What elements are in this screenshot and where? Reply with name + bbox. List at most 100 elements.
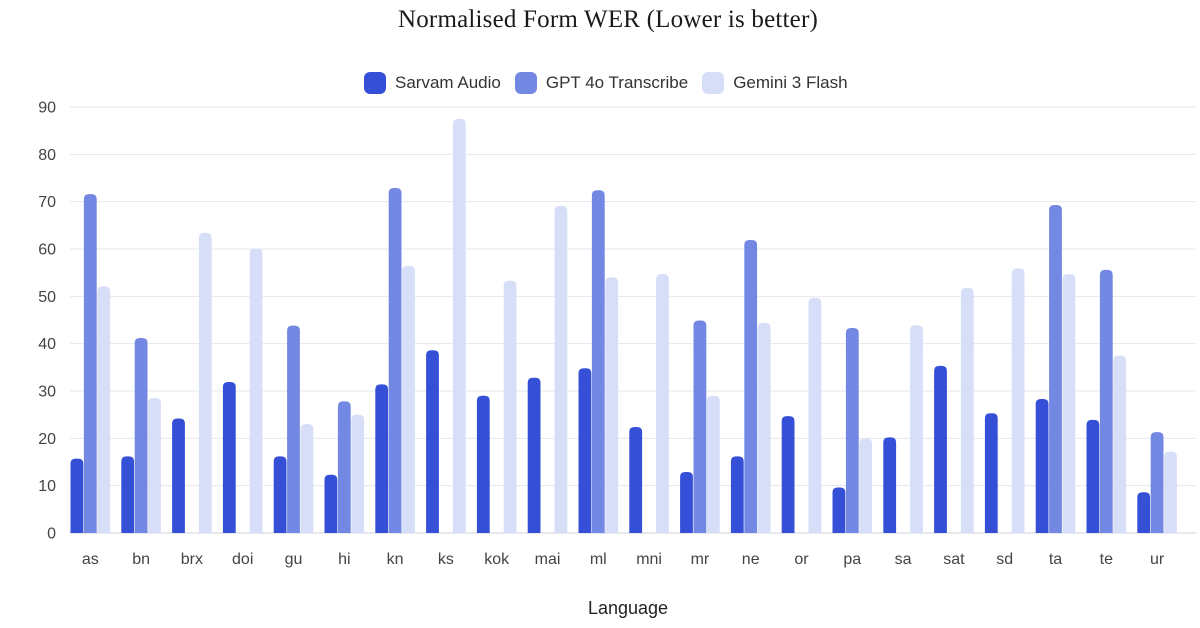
bar-mni-gemini-3-flash[interactable] — [656, 274, 669, 533]
y-tick-label-40: 40 — [38, 336, 56, 353]
bar-sat-gemini-3-flash[interactable] — [960, 287, 974, 533]
bar-brx-gemini-3-flash[interactable] — [198, 232, 212, 533]
y-tick-label-50: 50 — [38, 289, 56, 306]
bar-pa-gemini-3-flash[interactable] — [859, 438, 873, 533]
legend-swatch-gemini-3-flash — [702, 72, 725, 94]
bar-te-gpt-4o-transcribe[interactable] — [1099, 269, 1113, 533]
bar-or-sarvam-audio[interactable] — [781, 416, 795, 533]
x-tick-label-ta: ta — [1049, 551, 1062, 568]
x-tick-label-te: te — [1100, 551, 1113, 568]
bar-mr-gpt-4o-transcribe[interactable] — [693, 320, 707, 533]
legend-item-gemini-3-flash[interactable]: Gemini 3 Flash — [702, 72, 848, 94]
legend: Sarvam Audio GPT 4o Transcribe Gemini 3 … — [364, 70, 862, 96]
x-tick-label-mni: mni — [636, 551, 662, 568]
bar-mni-sarvam-audio[interactable] — [629, 426, 643, 533]
bar-mr-gemini-3-flash[interactable] — [706, 395, 720, 533]
bar-brx-sarvam-audio[interactable] — [172, 418, 185, 533]
y-tick-label-0: 0 — [47, 526, 56, 543]
x-tick-label-sa: sa — [895, 551, 912, 568]
bar-sd-sarvam-audio[interactable] — [984, 413, 998, 533]
bar-as-gpt-4o-transcribe[interactable] — [83, 194, 97, 534]
bar-ks-sarvam-audio[interactable] — [426, 350, 439, 533]
bar-kok-sarvam-audio[interactable] — [476, 395, 490, 533]
legend-item-gpt-4o-transcribe[interactable]: GPT 4o Transcribe — [514, 72, 689, 94]
bar-pa-sarvam-audio[interactable] — [832, 487, 846, 533]
bar-kn-gpt-4o-transcribe[interactable] — [388, 187, 402, 533]
bar-te-sarvam-audio[interactable] — [1086, 419, 1100, 533]
bar-ne-gpt-4o-transcribe[interactable] — [744, 240, 758, 534]
y-tick-label-70: 70 — [38, 194, 56, 211]
bar-te-gemini-3-flash[interactable] — [1113, 355, 1127, 534]
bar-gu-gpt-4o-transcribe[interactable] — [287, 325, 300, 533]
y-tick-label-90: 90 — [38, 100, 56, 117]
x-tick-label-as: as — [82, 551, 99, 568]
bar-ne-gemini-3-flash[interactable] — [757, 322, 771, 533]
bar-ta-gemini-3-flash[interactable] — [1062, 274, 1076, 533]
y-tick-label-80: 80 — [38, 147, 56, 164]
bar-doi-sarvam-audio[interactable] — [222, 382, 236, 533]
x-tick-label-ne: ne — [742, 551, 760, 568]
bar-ne-sarvam-audio[interactable] — [730, 456, 744, 533]
bar-ur-gemini-3-flash[interactable] — [1164, 451, 1177, 533]
y-tick-label-20: 20 — [38, 431, 56, 448]
bar-kn-sarvam-audio[interactable] — [375, 384, 389, 533]
x-tick-label-mai: mai — [535, 551, 561, 568]
bar-or-gemini-3-flash[interactable] — [808, 297, 822, 533]
bar-gu-gemini-3-flash[interactable] — [300, 424, 314, 533]
bar-pa-gpt-4o-transcribe[interactable] — [845, 328, 859, 533]
bar-ml-gemini-3-flash[interactable] — [605, 277, 619, 533]
bar-doi-gemini-3-flash[interactable] — [249, 248, 263, 533]
x-tick-label-or: or — [794, 551, 809, 568]
bar-ks-gemini-3-flash[interactable] — [452, 118, 466, 533]
bar-bn-gemini-3-flash[interactable] — [148, 398, 161, 533]
legend-label-gemini-3-flash: Gemini 3 Flash — [733, 73, 848, 92]
x-tick-label-pa: pa — [843, 551, 861, 568]
bar-sa-sarvam-audio[interactable] — [883, 437, 897, 533]
y-tick-label-10: 10 — [38, 478, 56, 495]
bar-ta-sarvam-audio[interactable] — [1035, 399, 1049, 533]
bar-as-sarvam-audio[interactable] — [70, 458, 84, 533]
bar-bn-sarvam-audio[interactable] — [121, 456, 135, 533]
bar-ml-sarvam-audio[interactable] — [578, 368, 592, 533]
legend-swatch-gpt-4o-transcribe — [514, 72, 537, 94]
bar-hi-gpt-4o-transcribe[interactable] — [337, 401, 351, 533]
x-tick-label-doi: doi — [232, 551, 253, 568]
x-tick-label-sat: sat — [943, 551, 965, 568]
x-tick-label-kok: kok — [484, 551, 510, 568]
x-tick-label-mr: mr — [691, 551, 710, 568]
bar-sd-gemini-3-flash[interactable] — [1011, 268, 1025, 533]
bar-sat-sarvam-audio[interactable] — [934, 365, 947, 533]
legend-label-sarvam-audio: Sarvam Audio — [395, 73, 501, 92]
x-axis-label: Language — [587, 598, 669, 618]
bar-as-gemini-3-flash[interactable] — [97, 286, 111, 533]
x-tick-label-ur: ur — [1150, 551, 1165, 568]
bar-sa-gemini-3-flash[interactable] — [910, 325, 923, 533]
x-tick-label-ml: ml — [590, 551, 607, 568]
legend-swatch-sarvam-audio — [364, 72, 386, 94]
legend-label-gpt-4o-transcribe: GPT 4o Transcribe — [545, 73, 689, 92]
bar-ta-gpt-4o-transcribe[interactable] — [1049, 204, 1062, 534]
x-tick-label-sd: sd — [996, 551, 1013, 568]
bar-kok-gemini-3-flash[interactable] — [503, 280, 517, 533]
bar-mai-sarvam-audio[interactable] — [527, 377, 541, 533]
x-tick-label-brx: brx — [181, 551, 203, 568]
x-tick-label-ks: ks — [438, 551, 454, 568]
bar-gu-sarvam-audio[interactable] — [273, 456, 287, 533]
x-tick-label-bn: bn — [132, 551, 150, 568]
y-tick-label-30: 30 — [38, 384, 56, 401]
x-tick-label-hi: hi — [338, 551, 350, 568]
bar-ur-sarvam-audio[interactable] — [1137, 492, 1151, 533]
x-tick-label-gu: gu — [285, 551, 303, 568]
x-tick-label-kn: kn — [387, 551, 404, 568]
bar-bn-gpt-4o-transcribe[interactable] — [134, 337, 148, 533]
legend-item-sarvam-audio[interactable]: Sarvam Audio — [364, 72, 501, 94]
bar-hi-gemini-3-flash[interactable] — [351, 414, 365, 533]
y-tick-label-60: 60 — [38, 242, 56, 259]
bar-mai-gemini-3-flash[interactable] — [554, 205, 568, 533]
bar-kn-gemini-3-flash[interactable] — [402, 266, 415, 533]
bar-ml-gpt-4o-transcribe[interactable] — [591, 190, 605, 533]
bar-mr-sarvam-audio[interactable] — [680, 471, 693, 533]
bar-ur-gpt-4o-transcribe[interactable] — [1150, 432, 1164, 533]
bar-hi-sarvam-audio[interactable] — [324, 474, 338, 533]
